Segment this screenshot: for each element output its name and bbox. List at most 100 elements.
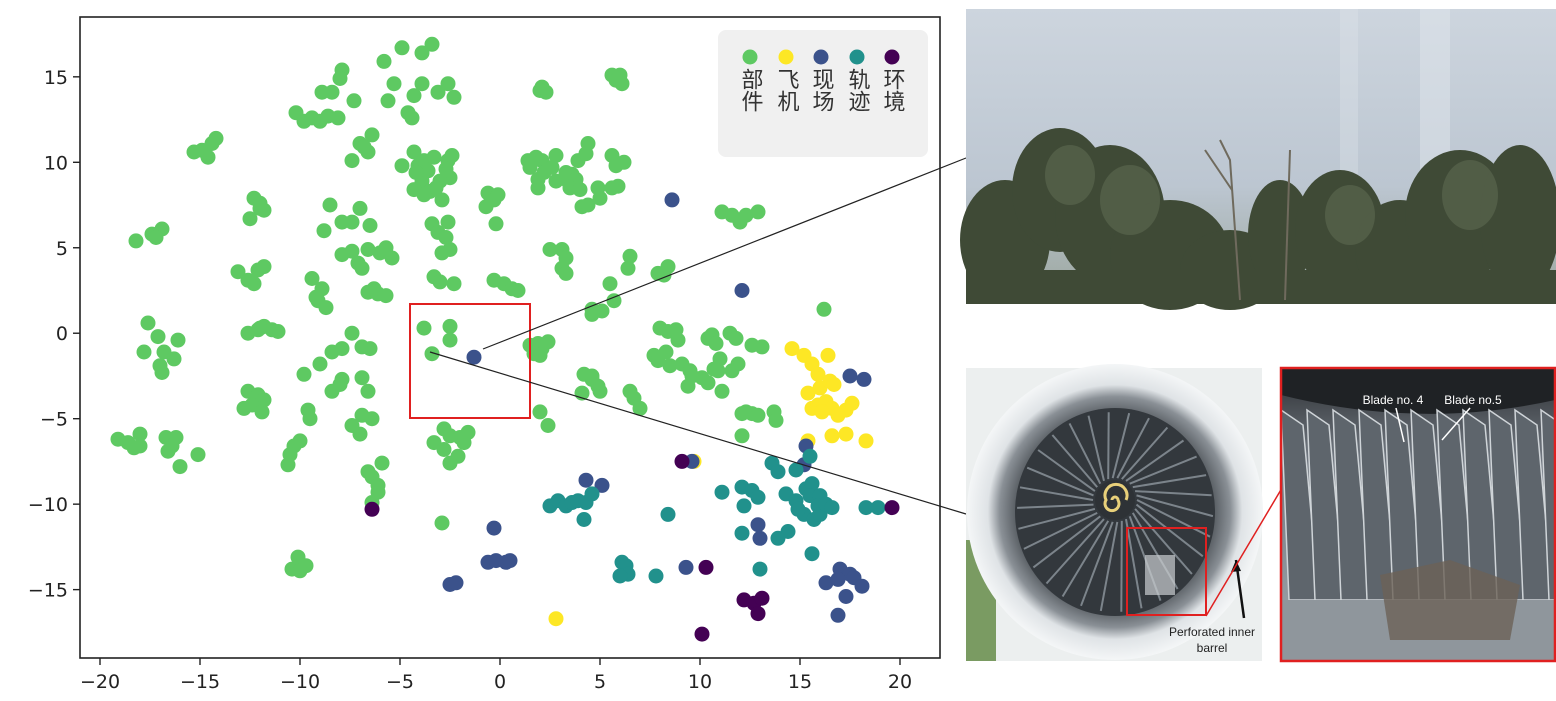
point-series-2-13 [502,553,518,569]
point-series-2-1 [664,192,680,208]
engine-label-line2: barrel [1197,641,1228,655]
point-series-0-156 [442,242,458,257]
point-series-4-1 [674,453,690,469]
point-series-2-15 [448,575,464,591]
point-series-0-199 [548,148,564,163]
point-series-0-22 [230,264,246,280]
point-series-0-258 [670,332,686,348]
point-series-0-217 [532,83,548,98]
point-series-0-7 [136,344,152,360]
point-series-4-0 [364,501,380,517]
spinner-spiral [1103,482,1129,513]
point-series-0-227 [542,242,558,257]
point-series-1-13 [814,404,830,420]
point-series-0-231 [558,265,574,281]
point-series-0-75 [380,93,396,109]
point-series-0-170 [460,424,476,440]
point-series-2-7 [594,477,610,493]
point-series-0-65 [324,84,340,100]
point-series-3-23 [804,476,820,492]
point-series-0-100 [344,243,360,259]
connector-line-top [482,157,967,350]
point-series-0-93 [362,218,378,233]
point-series-0-190 [532,404,548,420]
point-series-0-236 [602,276,618,292]
point-series-2-24 [854,578,870,594]
point-series-0-21 [256,202,272,218]
point-series-0-135 [406,144,422,160]
point-series-0-146 [408,165,424,180]
point-series-0-73 [356,139,372,155]
point-series-0-74 [376,53,392,69]
point-series-3-11 [612,568,628,584]
x-tick-label-5: 5 [594,671,606,693]
legend-label-3: 轨迹 [845,68,871,112]
point-series-0-198 [544,159,560,175]
fan-blade-25 [1125,439,1185,482]
point-series-0-191 [540,418,556,433]
point-series-1-3 [820,347,836,363]
point-series-0-84 [440,76,456,92]
point-series-0-5 [150,329,166,345]
legend-marker-0 [742,49,758,65]
point-series-0-284 [768,412,784,428]
point-series-2-3 [842,368,858,384]
point-series-0-16 [194,142,210,158]
point-series-0-127 [344,418,360,433]
point-series-1-8 [826,377,842,392]
point-series-0-125 [364,411,380,427]
point-series-0-106 [354,260,370,276]
point-series-2-6 [578,472,594,488]
point-series-0-274 [754,339,770,355]
point-series-2-4 [856,371,872,387]
fan-blade-26 [1129,455,1197,485]
point-series-4-8 [694,626,710,642]
point-series-0-250 [584,368,600,384]
point-series-0-92 [352,200,368,216]
point-series-3-37 [752,561,768,577]
y-tick-label-6: −15 [28,580,68,602]
point-series-0-94 [304,271,320,286]
point-series-2-0 [466,349,482,365]
point-series-0-11 [152,358,168,374]
point-series-3-14 [714,484,730,500]
x-tick-label-8: 20 [888,671,912,693]
point-series-0-116 [312,356,328,372]
point-series-3-42 [802,448,818,464]
point-series-0-123 [302,411,318,427]
point-series-0-249 [632,400,648,416]
legend-marker-2 [813,49,829,65]
point-series-1-0 [784,341,800,357]
point-series-1-15 [844,395,860,411]
x-tick-label-0: −20 [80,671,120,693]
fan-blade-11 [1032,515,1101,569]
point-series-0-157 [438,230,454,245]
fan-blade-29 [1136,494,1214,518]
scatter-plot: −20 −15 −10 −5 0 5 10 15 20 15 10 5 0 −5 −10 −15 部件 飞机… [28,16,941,693]
legend-marker-3 [849,49,865,65]
point-series-0-164 [424,346,440,362]
point-series-3-36 [736,498,752,514]
photo-engine: Perforated inner barrel [966,364,1263,661]
point-series-0-77 [406,88,422,104]
point-series-0-15 [208,130,224,146]
point-series-0-113 [362,341,378,357]
point-series-0-10 [170,332,186,348]
point-series-0-153 [440,214,456,230]
point-series-0-42 [132,426,148,442]
point-series-0-221 [608,72,624,88]
blade-label-5: Blade no.5 [1444,393,1502,407]
point-series-0-234 [594,303,610,319]
point-series-0-201 [548,173,564,189]
point-series-0-159 [432,274,448,290]
fan-blade-24 [1121,426,1169,480]
point-series-1-19 [858,433,874,449]
point-series-0-237 [620,260,636,276]
highlight-box [409,303,531,419]
point-series-0-139 [426,149,442,165]
point-series-0-183 [510,283,526,298]
point-series-0-109 [378,288,394,304]
point-series-3-19 [770,464,786,480]
point-series-0-79 [386,76,402,92]
point-series-3-13 [660,506,676,522]
